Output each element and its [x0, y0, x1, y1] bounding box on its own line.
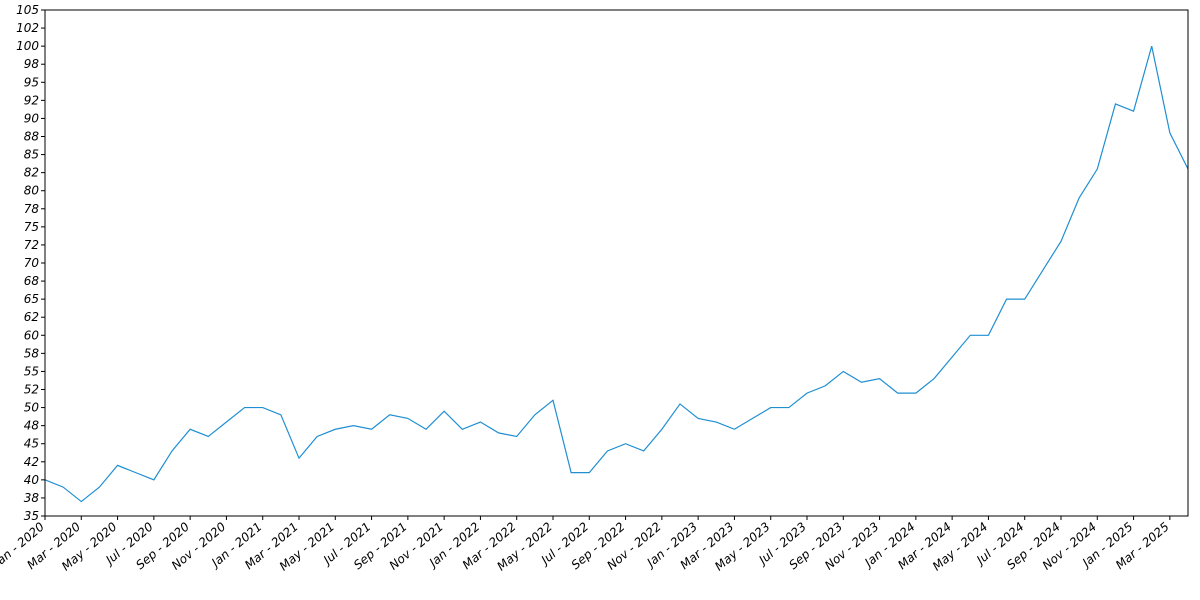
- y-tick-label: 38: [24, 491, 40, 505]
- y-tick-label: 102: [16, 21, 39, 35]
- y-tick-label: 75: [24, 220, 39, 234]
- y-tick-label: 78: [24, 202, 40, 216]
- y-tick-label: 62: [24, 310, 39, 324]
- y-tick-label: 98: [24, 57, 40, 71]
- y-tick-label: 60: [24, 328, 40, 342]
- y-tick-label: 58: [24, 346, 40, 360]
- y-tick-label: 92: [24, 93, 39, 107]
- y-tick-label: 45: [24, 437, 39, 451]
- y-tick-label: 85: [24, 148, 39, 162]
- y-tick-label: 55: [24, 364, 39, 378]
- y-tick-label: 88: [24, 130, 40, 144]
- y-tick-label: 52: [24, 383, 39, 397]
- y-tick-label: 40: [24, 473, 40, 487]
- y-tick-label: 105: [16, 3, 39, 17]
- y-tick-label: 68: [24, 274, 40, 288]
- y-tick-label: 50: [24, 401, 40, 415]
- y-tick-label: 82: [24, 166, 39, 180]
- data-line: [44, 45, 1189, 503]
- y-tick-label: 72: [24, 238, 39, 252]
- y-tick-label: 70: [24, 256, 40, 270]
- y-tick-label: 65: [24, 292, 39, 306]
- plot-frame: [44, 9, 1189, 517]
- y-tick-label: 48: [24, 419, 40, 433]
- y-tick-label: 35: [24, 509, 39, 523]
- y-tick-label: 95: [24, 75, 39, 89]
- y-tick-label: 42: [24, 455, 39, 469]
- y-tick-label: 90: [24, 111, 40, 125]
- y-tick-label: 80: [24, 184, 40, 198]
- y-tick-label: 100: [16, 39, 39, 53]
